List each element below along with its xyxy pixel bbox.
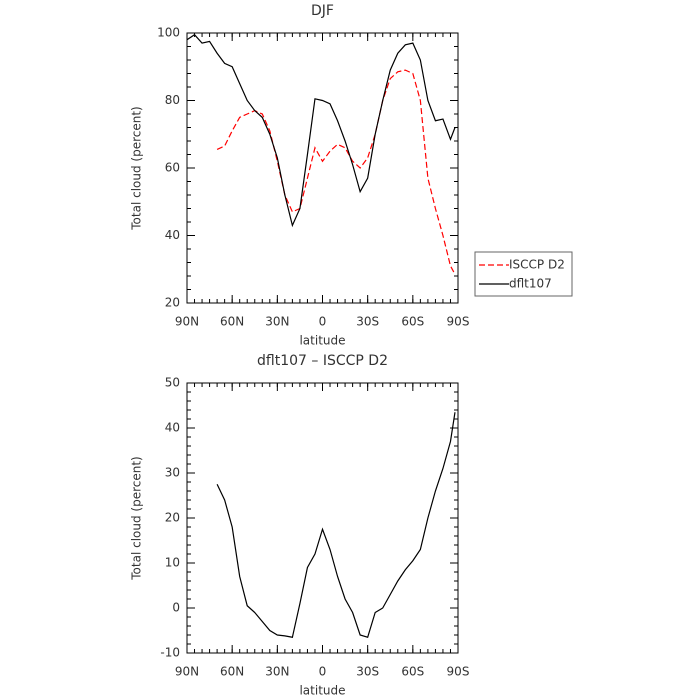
x-tick-label: 60S	[401, 315, 424, 329]
y-tick-label: 60	[165, 161, 180, 175]
y-tick-label: 40	[165, 228, 180, 242]
legend-box	[474, 251, 573, 297]
x-axis-label: latitude	[299, 684, 345, 698]
chart-title: DJF	[311, 3, 334, 19]
x-tick-label: 0	[319, 665, 327, 679]
plot-frame	[186, 382, 459, 654]
y-tick-label: 20	[165, 296, 180, 310]
y-tick-label: -10	[160, 646, 180, 660]
data-line	[216, 412, 456, 638]
x-tick-label: 30S	[356, 315, 379, 329]
y-tick-label: 80	[165, 93, 180, 107]
legend-label: dflt107	[509, 277, 552, 291]
x-tick-label: 90S	[447, 665, 470, 679]
y-tick-label: 100	[157, 26, 180, 40]
x-tick-label: 30N	[265, 665, 289, 679]
chart-title: dflt107 – ISCCP D2	[257, 353, 388, 369]
x-tick-label: 90N	[175, 665, 199, 679]
x-tick-label: 60N	[220, 315, 244, 329]
y-tick-label: 0	[172, 601, 180, 615]
y-axis-label: Total cloud (percent)	[130, 456, 144, 580]
y-tick-label: 40	[165, 421, 180, 435]
x-tick-label: 0	[319, 315, 327, 329]
plot-frame	[186, 32, 459, 304]
x-tick-label: 30N	[265, 315, 289, 329]
x-tick-label: 90S	[447, 315, 470, 329]
legend-label: ISCCP D2	[509, 258, 565, 272]
x-tick-label: 60N	[220, 665, 244, 679]
x-tick-label: 60S	[401, 665, 424, 679]
y-tick-label: 10	[165, 556, 180, 570]
y-axis-label: Total cloud (percent)	[130, 106, 144, 230]
x-tick-label: 30S	[356, 665, 379, 679]
y-tick-label: 30	[165, 466, 180, 480]
data-line	[216, 69, 456, 275]
y-tick-label: 20	[165, 511, 180, 525]
data-line	[186, 33, 456, 228]
x-tick-label: 90N	[175, 315, 199, 329]
y-tick-label: 50	[165, 376, 180, 390]
x-axis-label: latitude	[299, 334, 345, 348]
